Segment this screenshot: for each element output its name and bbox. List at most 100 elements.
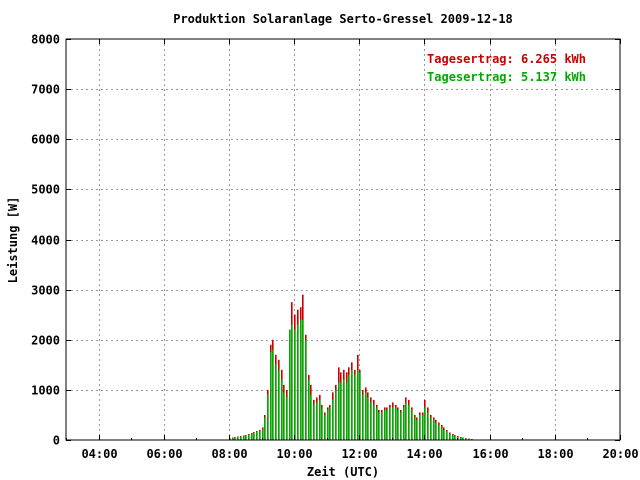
y-tick-label: 7000 — [31, 83, 60, 97]
bar-green — [435, 422, 437, 440]
bar-green — [452, 434, 454, 440]
bar-green — [370, 402, 372, 440]
y-tick-label: 2000 — [31, 334, 60, 348]
bar-green — [248, 434, 250, 440]
bar-green — [354, 374, 356, 440]
bar-green — [359, 372, 361, 440]
bar-green — [237, 436, 239, 440]
bar-green — [321, 407, 323, 440]
bar-green — [438, 424, 440, 440]
bar-green — [419, 414, 421, 440]
bar-green — [397, 409, 399, 440]
bar-green — [408, 404, 410, 440]
bar-green — [365, 392, 367, 440]
bar-green — [305, 339, 307, 440]
bar-green — [278, 369, 280, 440]
bar-green — [297, 324, 299, 440]
bar-green — [348, 374, 350, 440]
bar-green — [454, 435, 456, 440]
bar-green — [329, 407, 331, 440]
bar-green — [327, 409, 329, 440]
x-tick-label: 16:00 — [472, 447, 508, 461]
bar-green — [392, 407, 394, 440]
bar-green — [400, 412, 402, 440]
y-tick-label: 8000 — [31, 33, 60, 47]
bar-green — [411, 409, 413, 440]
bar-green — [264, 417, 266, 440]
y-axis-label: Leistung [W] — [6, 197, 20, 284]
bar-green — [362, 394, 364, 440]
bar-green — [386, 409, 388, 440]
bar-green — [300, 319, 302, 440]
bar-green — [340, 382, 342, 440]
bar-green — [381, 412, 383, 440]
bar-green — [395, 407, 397, 440]
bar-green — [405, 402, 407, 440]
y-tick-label: 0 — [53, 434, 60, 448]
bar-green — [414, 417, 416, 440]
grid-lines — [66, 39, 620, 440]
bar-green — [332, 399, 334, 440]
bar-green — [267, 394, 269, 440]
y-axis-ticks: 0 1000 2000 3000 4000 5000 6000 7000 8000 — [31, 33, 620, 448]
x-tick-label: 10:00 — [276, 447, 312, 461]
x-tick-label: 08:00 — [211, 447, 247, 461]
bar-green — [262, 428, 264, 440]
bar-green — [270, 352, 272, 440]
bar-green — [253, 432, 255, 440]
bar-green — [427, 412, 429, 440]
bar-green — [430, 417, 432, 440]
series-green-bars — [229, 319, 478, 440]
bar-green — [416, 419, 418, 440]
plot-frame — [65, 38, 621, 441]
y-tick-label: 4000 — [31, 234, 60, 248]
legend-annotation-green: Tagesertrag: 5.137 kWh — [427, 70, 586, 84]
bar-green — [286, 397, 288, 440]
bar-green — [376, 407, 378, 440]
bar-green — [316, 402, 318, 440]
y-tick-label: 5000 — [31, 183, 60, 197]
bar-green — [291, 324, 293, 440]
x-tick-label: 12:00 — [341, 447, 377, 461]
bar-green — [443, 429, 445, 440]
bar-green — [240, 436, 242, 440]
bar-green — [259, 430, 261, 440]
bar-green — [319, 399, 321, 440]
bar-green — [422, 414, 424, 440]
bar-green — [272, 349, 274, 440]
bar-green — [283, 392, 285, 440]
bar-green — [302, 319, 304, 440]
bar-green — [338, 382, 340, 440]
legend-annotation-red: Tagesertrag: 6.265 kWh — [427, 52, 586, 66]
bar-green — [367, 397, 369, 440]
bar-green — [351, 369, 353, 440]
bar-green — [441, 427, 443, 440]
bar-green — [384, 409, 386, 440]
y-tick-label: 3000 — [31, 284, 60, 298]
y-tick-label: 6000 — [31, 133, 60, 147]
bar-green — [389, 407, 391, 440]
bar-green — [449, 433, 451, 440]
bar-green — [294, 329, 296, 440]
bar-green — [460, 437, 462, 440]
bar-green — [378, 412, 380, 440]
bar-green — [357, 369, 359, 440]
bar-green — [346, 382, 348, 440]
x-tick-label: 14:00 — [406, 447, 442, 461]
x-tick-label: 18:00 — [537, 447, 573, 461]
bar-green — [232, 437, 234, 440]
x-tick-label: 06:00 — [146, 447, 182, 461]
bar-green — [343, 379, 345, 440]
x-axis-label: Zeit (UTC) — [307, 465, 379, 479]
bar-green — [245, 435, 247, 440]
bar-green — [324, 414, 326, 440]
bar-green — [289, 329, 291, 440]
bar-green — [310, 394, 312, 440]
bar-green — [373, 404, 375, 440]
bar-green — [335, 389, 337, 440]
x-axis-ticks: 04:00 06:00 08:00 10:00 12:00 14:00 16:00 18:00… — [66, 39, 639, 461]
bar-green — [275, 364, 277, 440]
x-tick-label: 20:00 — [602, 447, 638, 461]
bar-green — [462, 437, 464, 440]
